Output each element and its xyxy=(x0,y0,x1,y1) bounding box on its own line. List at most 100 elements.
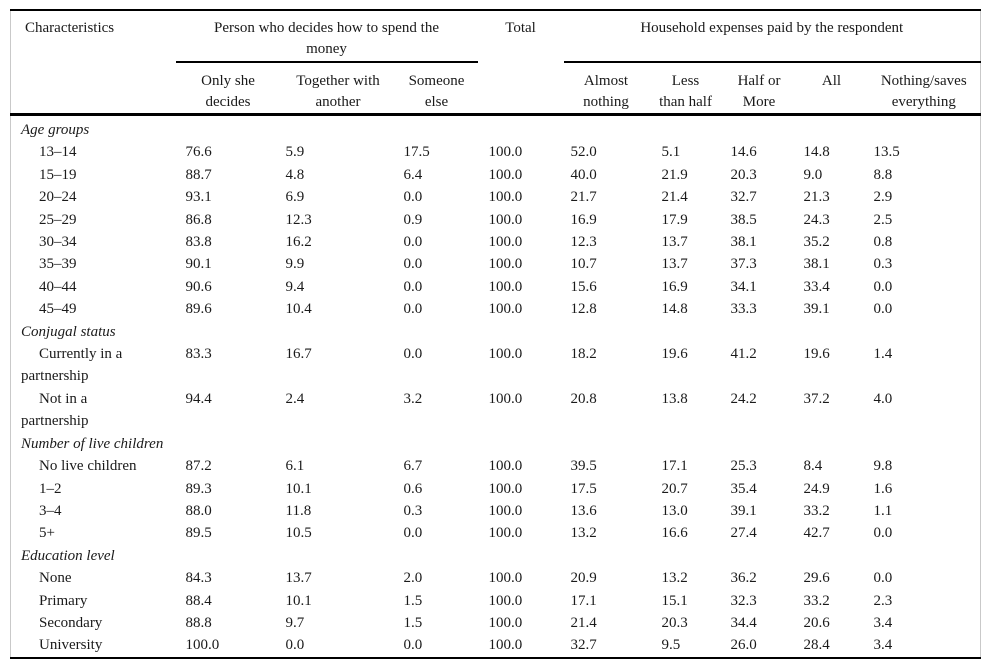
value-cell: 20.8 xyxy=(570,390,597,407)
value-cell: 10.5 xyxy=(285,525,312,542)
value-cell: 100.0 xyxy=(488,458,523,475)
value-cell: 88.4 xyxy=(185,592,212,609)
value-cell: 100.0 xyxy=(488,346,523,363)
value-cell: 94.4 xyxy=(185,390,212,407)
value-cell: 38.1 xyxy=(803,256,830,273)
value-cell: 21.9 xyxy=(661,166,688,183)
value-cell: 0.0 xyxy=(873,278,893,295)
value-cell: 100.0 xyxy=(488,189,523,206)
table-row: 5+ 89.5 10.5 0.0 100.0 13.2 16.6 27.4 42.7 0.0 xyxy=(11,522,981,544)
value-cell: 4.8 xyxy=(285,166,305,183)
row-label: 40–44 xyxy=(39,278,77,295)
value-cell: 16.6 xyxy=(661,525,688,542)
value-cell: 0.8 xyxy=(873,234,893,251)
value-cell: 8.8 xyxy=(873,166,893,183)
value-cell: 100.0 xyxy=(185,637,220,654)
row-label: 13–14 xyxy=(39,144,77,161)
value-cell: 5.9 xyxy=(285,144,305,161)
value-cell: 16.9 xyxy=(570,211,597,228)
value-cell: 89.6 xyxy=(185,301,212,318)
value-cell: 6.1 xyxy=(285,458,305,475)
value-cell: 0.0 xyxy=(403,189,423,206)
value-cell: 100.0 xyxy=(488,390,523,407)
value-cell: 21.7 xyxy=(570,189,597,206)
value-cell: 12.3 xyxy=(285,211,312,228)
table-row: University 100.0 0.0 0.0 100.0 32.7 9.5 26.0 28.… xyxy=(11,634,981,657)
table-row: 25–29 86.8 12.3 0.9 100.0 16.9 17.9 38.5 24.3 2.5 xyxy=(11,209,981,231)
row-label: Secondary xyxy=(39,614,103,631)
value-cell: 32.7 xyxy=(570,637,597,654)
value-cell: 0.0 xyxy=(285,637,305,654)
value-cell: 24.9 xyxy=(803,480,830,497)
value-cell: 34.4 xyxy=(730,614,757,631)
value-cell: 18.2 xyxy=(570,346,597,363)
value-cell: 34.1 xyxy=(730,278,757,295)
value-cell: 89.3 xyxy=(185,480,212,497)
value-cell: 13.2 xyxy=(570,525,597,542)
section-row: Age groups xyxy=(11,115,981,142)
value-cell: 2.4 xyxy=(285,390,305,407)
value-cell: 0.0 xyxy=(403,234,423,251)
value-cell: 0.0 xyxy=(403,256,423,273)
value-cell: 100.0 xyxy=(488,278,523,295)
table-row: No live children 87.2 6.1 6.7 100.0 39.5 17.1 2… xyxy=(11,455,981,477)
value-cell: 100.0 xyxy=(488,525,523,542)
value-cell: 6.4 xyxy=(403,166,423,183)
value-cell: 0.0 xyxy=(403,278,423,295)
row-label: 5+ xyxy=(39,525,55,542)
column-header-someone-else: Someone else xyxy=(395,62,478,116)
value-cell: 15.6 xyxy=(570,278,597,295)
column-header-characteristics: Characteristics xyxy=(10,10,176,116)
characteristics-table: Characteristics Person who decides how t… xyxy=(10,9,982,659)
section-title: Number of live children xyxy=(21,435,164,452)
value-cell: 0.0 xyxy=(403,346,423,363)
value-cell: 1.5 xyxy=(403,592,423,609)
section-title: Education level xyxy=(21,547,115,564)
value-cell: 21.4 xyxy=(570,614,597,631)
value-cell: 40.0 xyxy=(570,166,597,183)
value-cell: 2.3 xyxy=(873,592,893,609)
value-cell: 86.8 xyxy=(185,211,212,228)
value-cell: 32.7 xyxy=(730,189,757,206)
value-cell: 9.9 xyxy=(285,256,305,273)
table-row: 1–2 89.3 10.1 0.6 100.0 17.5 20.7 35.4 24.9 1.6 xyxy=(11,478,981,500)
value-cell: 3.4 xyxy=(873,614,893,631)
value-cell: 8.4 xyxy=(803,458,823,475)
value-cell: 100.0 xyxy=(488,234,523,251)
value-cell: 90.6 xyxy=(185,278,212,295)
value-cell: 0.9 xyxy=(403,211,423,228)
table-row: 40–44 90.6 9.4 0.0 100.0 15.6 16.9 34.1 33.4 0.0 xyxy=(11,276,981,298)
value-cell: 39.5 xyxy=(570,458,597,475)
value-cell: 11.8 xyxy=(285,502,312,519)
value-cell: 13.8 xyxy=(661,390,688,407)
value-cell: 37.2 xyxy=(803,390,830,407)
row-label: No live children xyxy=(39,458,137,475)
value-cell: 1.1 xyxy=(873,502,893,519)
section-row: Conjugal status xyxy=(11,321,981,343)
value-cell: 4.0 xyxy=(873,390,893,407)
value-cell: 20.9 xyxy=(570,570,597,587)
row-label: 1–2 xyxy=(39,480,62,497)
value-cell: 13.7 xyxy=(285,570,312,587)
value-cell: 0.0 xyxy=(403,525,423,542)
value-cell: 20.7 xyxy=(661,480,688,497)
value-cell: 0.0 xyxy=(873,525,893,542)
value-cell: 24.3 xyxy=(803,211,830,228)
value-cell: 13.7 xyxy=(661,256,688,273)
value-cell: 100.0 xyxy=(488,480,523,497)
value-cell: 38.5 xyxy=(730,211,757,228)
value-cell: 39.1 xyxy=(730,502,757,519)
column-group-household-expenses: Household expenses paid by the responden… xyxy=(563,10,981,63)
table-row: 13–14 76.6 5.9 17.5 100.0 52.0 5.1 14.6 14.8 13.5 xyxy=(11,141,981,163)
value-cell: 88.7 xyxy=(185,166,212,183)
sub-header-row: Only she decides Together with another S… xyxy=(11,62,981,116)
value-cell: 2.5 xyxy=(873,211,893,228)
value-cell: 6.7 xyxy=(403,458,423,475)
value-cell: 15.1 xyxy=(661,592,688,609)
value-cell: 13.5 xyxy=(873,144,900,161)
row-label: 20–24 xyxy=(39,189,77,206)
value-cell: 32.3 xyxy=(730,592,757,609)
value-cell: 2.0 xyxy=(403,570,423,587)
row-label: Currently in a partnership xyxy=(21,346,123,385)
row-label: 25–29 xyxy=(39,211,77,228)
